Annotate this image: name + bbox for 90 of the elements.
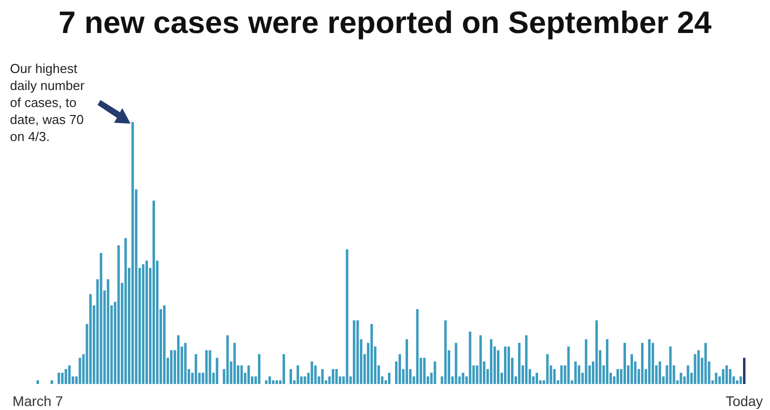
bar: [296, 365, 300, 384]
x-tick-label: Today: [726, 393, 763, 409]
bar: [205, 350, 208, 384]
bar: [264, 380, 268, 384]
bar: [398, 354, 402, 384]
bar: [194, 354, 198, 384]
bar: [314, 365, 317, 384]
bar: [163, 305, 166, 384]
bar: [553, 369, 556, 384]
bar: [468, 332, 472, 384]
bar: [268, 376, 271, 384]
bar: [131, 122, 134, 384]
bar: [282, 354, 286, 384]
bar: [743, 358, 746, 384]
bar: [272, 380, 274, 384]
bar: [536, 372, 538, 384]
bar: [276, 380, 278, 384]
bar: [648, 339, 651, 384]
bar: [233, 342, 236, 384]
bar: [740, 376, 742, 384]
bar: [145, 260, 148, 384]
bar: [356, 320, 359, 384]
annotation: Our highest daily number of cases, to date, was 70 on 4/3.: [10, 61, 88, 144]
bar: [184, 342, 187, 384]
bar: [504, 346, 506, 384]
bar: [36, 380, 39, 384]
bar: [462, 372, 464, 384]
bar: [479, 335, 482, 384]
bar: [58, 372, 60, 384]
bar: [106, 279, 110, 384]
bar: [50, 380, 54, 384]
bar: [64, 369, 68, 384]
bar: [669, 346, 672, 384]
bar: [714, 372, 718, 384]
bar: [247, 365, 250, 384]
bar: [406, 339, 408, 384]
bar: [728, 369, 732, 384]
bar: [652, 342, 654, 384]
bar: [68, 365, 71, 384]
bar: [641, 342, 644, 384]
bar: [100, 253, 102, 384]
bar: [290, 369, 292, 384]
bar: [725, 365, 728, 384]
bar: [508, 346, 510, 384]
bar: [624, 342, 626, 384]
bar: [321, 369, 324, 384]
bar: [630, 354, 633, 384]
bar: [578, 365, 580, 384]
bar: [496, 350, 500, 384]
bar: [258, 354, 260, 384]
bar: [525, 335, 528, 384]
bar: [722, 369, 724, 384]
bar: [658, 361, 662, 384]
bar: [152, 200, 155, 384]
bar: [124, 238, 127, 384]
bar: [61, 372, 64, 384]
bar: [240, 365, 243, 384]
bar: [606, 339, 608, 384]
bar: [346, 249, 348, 384]
bar: [170, 350, 173, 384]
bar: [704, 342, 707, 384]
bar: [574, 361, 577, 384]
bar: [142, 264, 144, 384]
bar: [310, 361, 314, 384]
bar: [616, 369, 619, 384]
bar: [226, 335, 229, 384]
bar: [694, 354, 696, 384]
bar: [423, 358, 426, 384]
bar: [388, 372, 390, 384]
bar: [352, 320, 356, 384]
bar: [304, 376, 306, 384]
bar: [454, 342, 458, 384]
bar: [680, 372, 682, 384]
bar: [595, 320, 598, 384]
bar: [370, 324, 373, 384]
bar: [416, 309, 419, 384]
bar: [546, 354, 549, 384]
bar: [490, 339, 492, 384]
bar: [78, 358, 82, 384]
bar: [697, 350, 700, 384]
bar: [117, 245, 120, 384]
bar: [560, 365, 563, 384]
bar: [584, 339, 588, 384]
bar: [335, 369, 338, 384]
bar: [177, 335, 180, 384]
x-tick-label: March 7: [12, 393, 64, 409]
chart-title: 7 new cases were reported on September 24: [58, 5, 712, 40]
bar: [736, 380, 738, 384]
bar: [518, 342, 521, 384]
bar: [434, 361, 436, 384]
